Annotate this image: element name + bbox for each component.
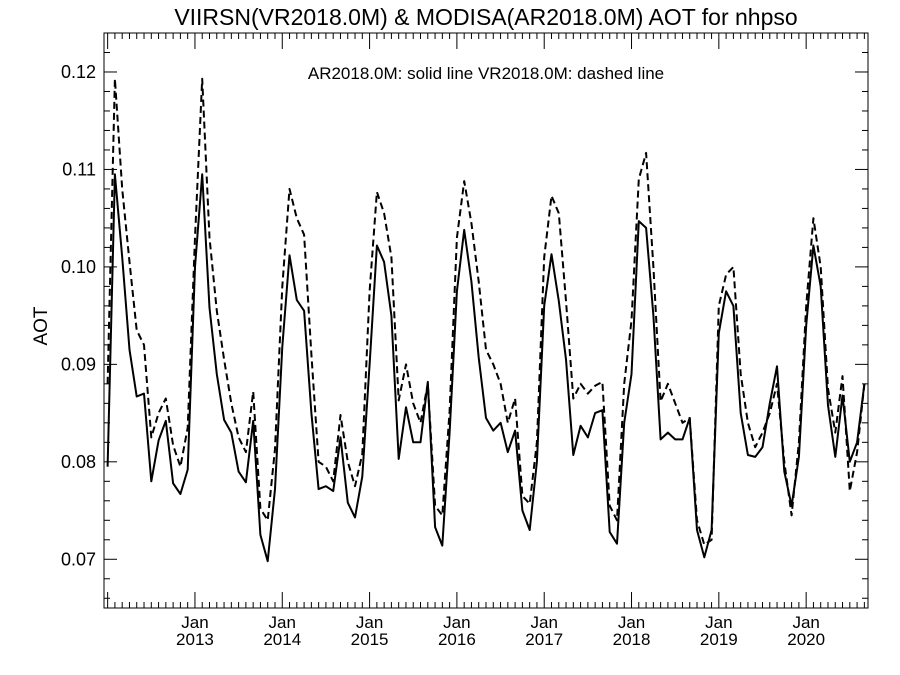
series-line-solid xyxy=(106,173,866,563)
x-tick-month-label: Jan xyxy=(269,613,296,632)
y-tick-label: 0.12 xyxy=(61,62,96,82)
x-tick-month-label: Jan xyxy=(356,613,383,632)
x-tick-month-label: Jan xyxy=(618,613,645,632)
x-tick-year-label: 2015 xyxy=(351,630,389,649)
y-tick-label: 0.07 xyxy=(61,549,96,569)
x-tick-month-label: Jan xyxy=(443,613,470,632)
x-tick-year-label: 2014 xyxy=(263,630,301,649)
x-tick-year-label: 2016 xyxy=(438,630,476,649)
y-axis-label: AOT xyxy=(31,306,52,345)
x-tick-month-label: Jan xyxy=(792,613,819,632)
x-tick-month-label: Jan xyxy=(530,613,557,632)
y-tick-label: 0.08 xyxy=(61,452,96,472)
y-tick-label: 0.09 xyxy=(61,354,96,374)
x-tick-month-label: Jan xyxy=(705,613,732,632)
series-line-dashed xyxy=(106,77,866,546)
y-tick-label: 0.10 xyxy=(61,257,96,277)
x-tick-year-label: 2019 xyxy=(700,630,738,649)
x-tick-year-label: 2017 xyxy=(525,630,563,649)
x-tick-month-label: Jan xyxy=(181,613,208,632)
plot-frame xyxy=(103,32,869,609)
x-tick-year-label: 2020 xyxy=(787,630,825,649)
plot-marks: 0.070.080.090.100.110.12Jan2013Jan2014Ja… xyxy=(61,32,868,649)
x-tick-year-label: 2013 xyxy=(176,630,214,649)
x-tick-year-label: 2018 xyxy=(613,630,651,649)
chart-title: VIIRSN(VR2018.0M) & MODISA(AR2018.0M) AO… xyxy=(174,4,797,30)
series-style-note: AR2018.0M: solid line VR2018.0M: dashed … xyxy=(308,64,664,83)
y-tick-label: 0.11 xyxy=(62,159,96,179)
